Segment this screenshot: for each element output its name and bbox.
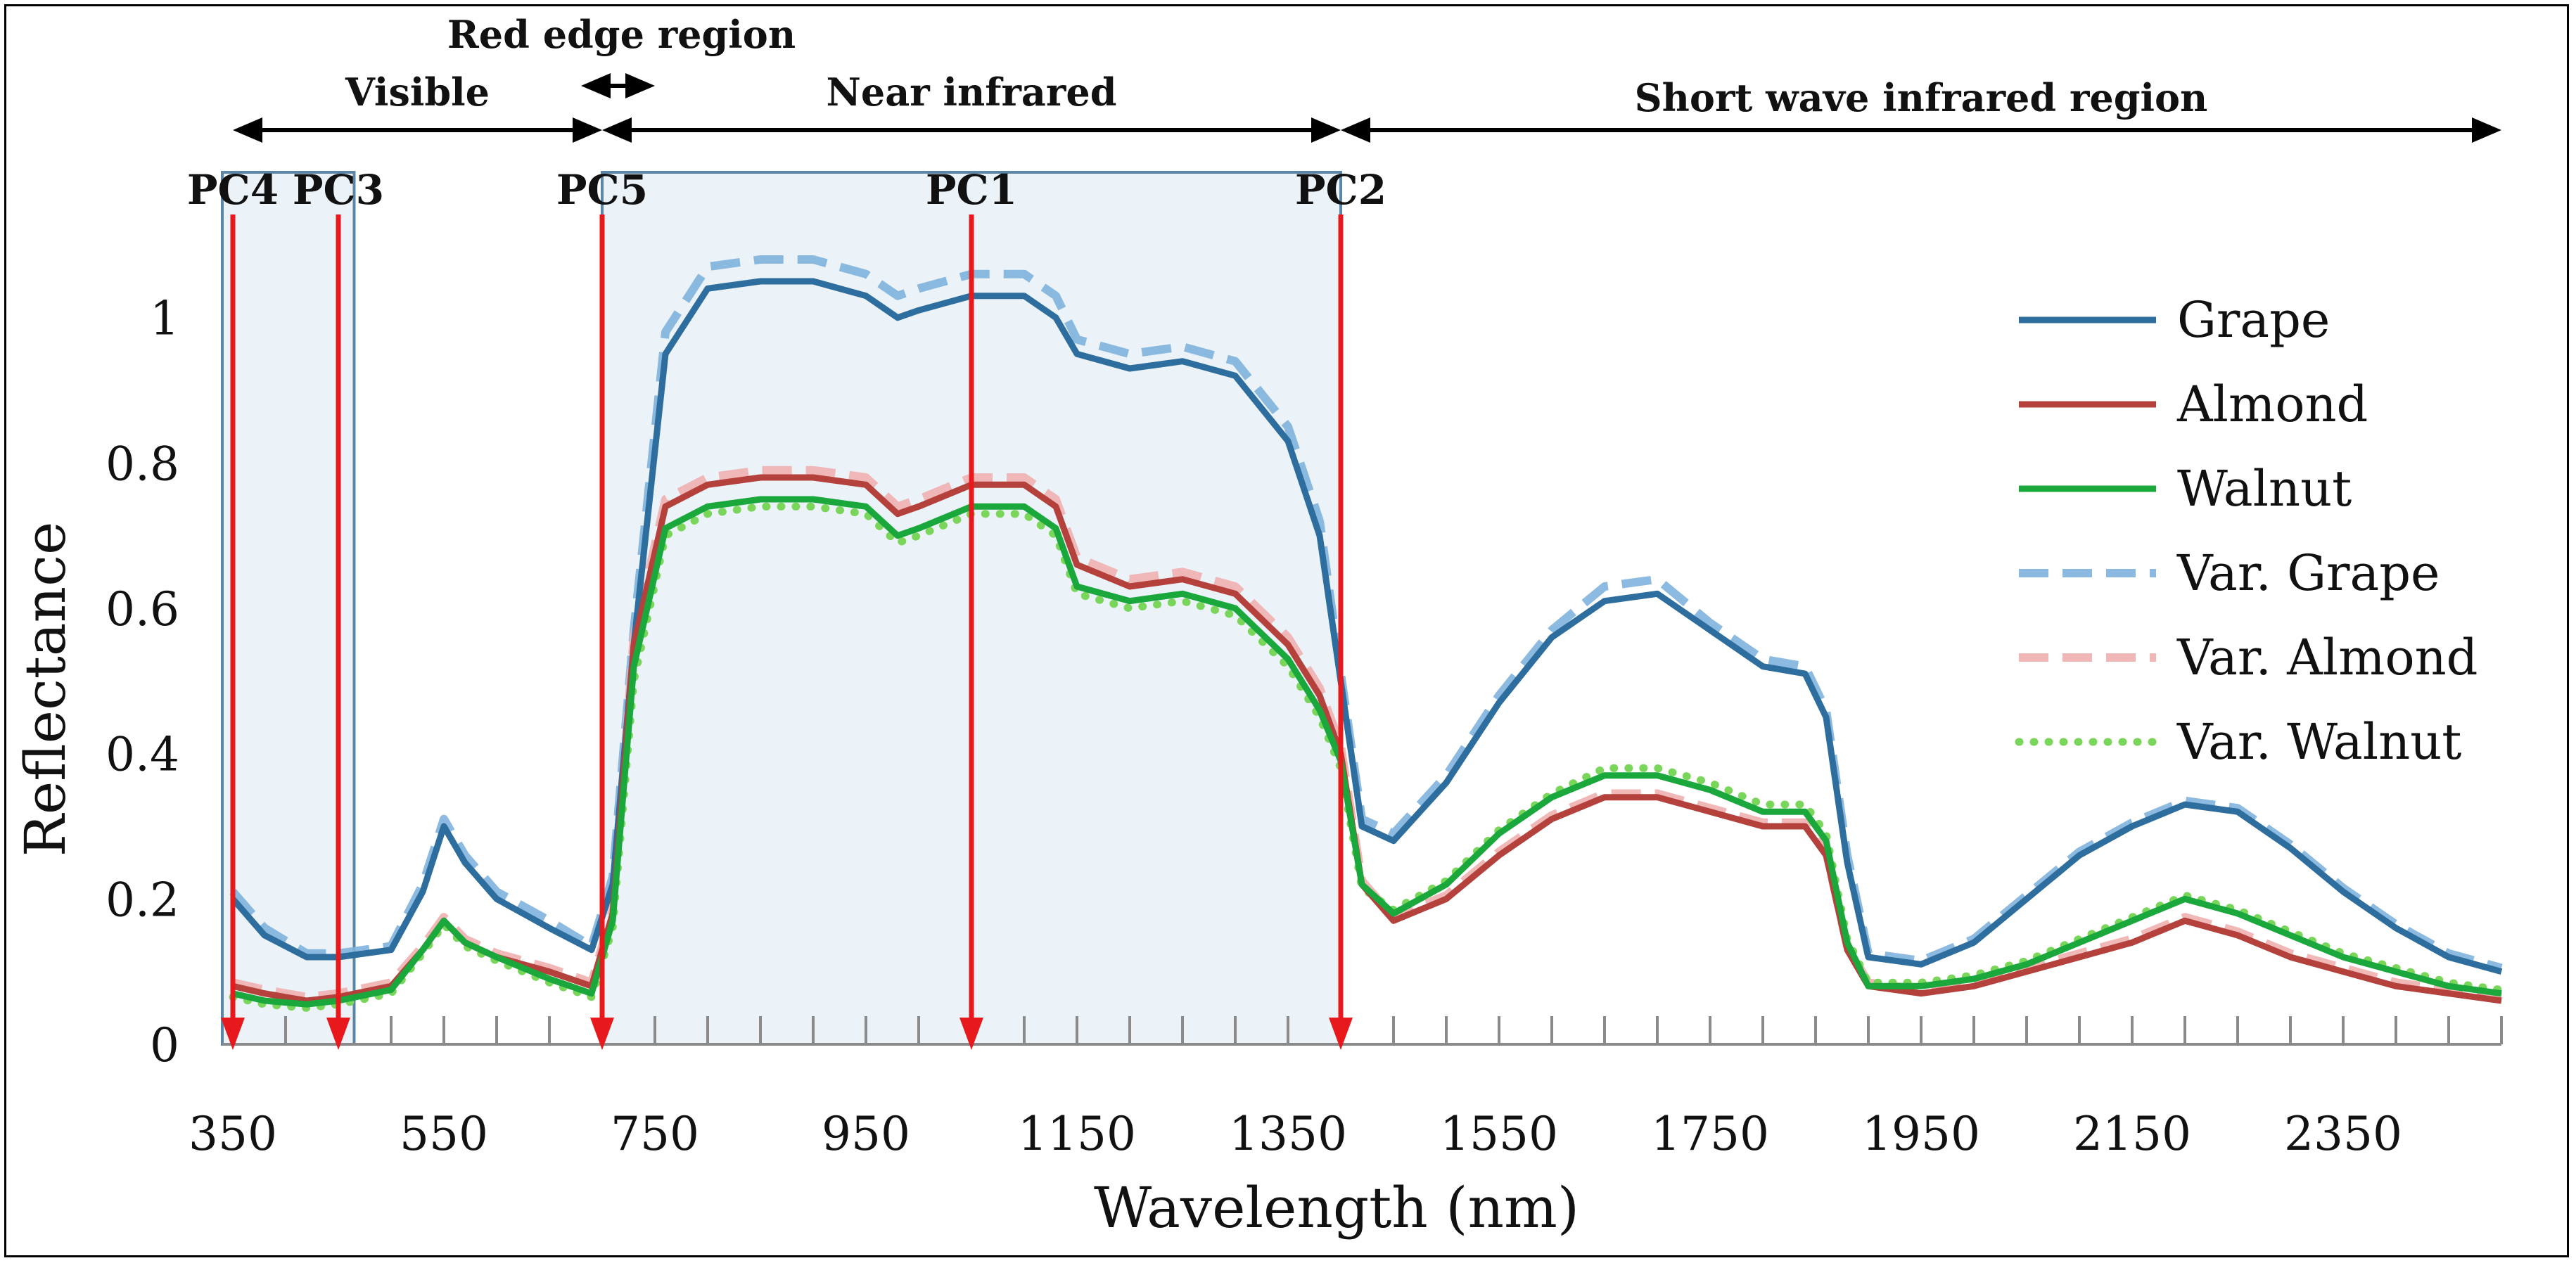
pc-arrows: PC4 PC3 PC5 PC1 PC2 xyxy=(187,166,1386,1050)
y-tick-label: 0.8 xyxy=(106,437,179,491)
region-arrowhead-left xyxy=(233,117,262,143)
pc-label-pc2: PC2 xyxy=(1295,166,1386,214)
legend: Grape Almond Walnut Var. Grape Var. Almond Va… xyxy=(2015,291,2478,771)
axes: 350 550 750 950 1150 1350 1550 1750 1950 2150 2350… xyxy=(106,292,2503,1161)
pc-arrowhead xyxy=(221,1018,245,1050)
region-arrowhead-left xyxy=(1341,117,1370,143)
y-tick-label: 0 xyxy=(150,1018,179,1072)
x-tick-label: 550 xyxy=(400,1107,488,1161)
series-line-walnut xyxy=(231,496,2502,1008)
x-tick-label: 350 xyxy=(189,1107,277,1161)
pc-arrowhead xyxy=(1329,1018,1353,1050)
x-tick-label: 1950 xyxy=(1862,1107,1980,1161)
region-arrowhead-right xyxy=(625,73,655,98)
x-axis-title: Wavelength (nm) xyxy=(1094,1175,1579,1240)
legend-label-var-walnut: Var. Walnut xyxy=(2176,713,2461,771)
y-tick-label: 0.4 xyxy=(106,728,179,782)
x-tick-label: 1350 xyxy=(1229,1107,1347,1161)
region-label: Visible xyxy=(345,70,490,115)
x-tick-label: 1150 xyxy=(1018,1107,1136,1161)
legend-label-grape: Grape xyxy=(2177,291,2330,349)
series-line-grape xyxy=(230,278,2503,975)
x-tick-label: 2350 xyxy=(2284,1107,2402,1161)
series-line-var-walnut xyxy=(229,502,2506,1012)
x-tick-label: 750 xyxy=(611,1107,699,1161)
legend-label-var-grape: Var. Grape xyxy=(2176,544,2440,602)
pc-arrowhead xyxy=(326,1018,350,1050)
pc-arrowhead xyxy=(959,1018,983,1050)
region-label: Red edge region xyxy=(447,12,796,57)
x-tick-label: 1550 xyxy=(1440,1107,1558,1161)
y-tick-label: 0.2 xyxy=(106,873,179,927)
pc-label-pc4: PC4 xyxy=(187,166,279,214)
series-lines xyxy=(229,255,2506,1012)
region-arrowhead-left xyxy=(581,73,611,98)
y-tick-label: 1 xyxy=(150,292,179,346)
region-annotations: Visible Red edge region Near infrared Short… xyxy=(233,12,2501,143)
region-label: Short wave infrared region xyxy=(1635,75,2208,120)
region-arrowhead-right xyxy=(573,117,602,143)
shaded-bands xyxy=(221,171,1342,1046)
x-tick-label: 2150 xyxy=(2073,1107,2191,1161)
pc-label-pc3: PC3 xyxy=(293,166,384,214)
pc-label-pc1: PC1 xyxy=(926,166,1017,214)
legend-label-var-almond: Var. Almond xyxy=(2176,629,2478,686)
x-tick-label: 1750 xyxy=(1651,1107,1769,1161)
region-arrowhead-right xyxy=(2472,117,2501,143)
legend-label-almond: Almond xyxy=(2176,376,2368,433)
pc-arrowhead xyxy=(590,1018,614,1050)
series-line-almond xyxy=(231,474,2502,1004)
x-tick-label: 950 xyxy=(822,1107,910,1161)
y-tick-label: 0.6 xyxy=(106,582,179,636)
region-label: Near infrared xyxy=(827,70,1117,115)
series-line-var-almond xyxy=(231,466,2502,1001)
region-arrowhead-left xyxy=(602,117,632,143)
y-axis-title: Reflectance xyxy=(13,522,78,857)
pc-label-pc5: PC5 xyxy=(556,166,648,214)
legend-label-walnut: Walnut xyxy=(2177,460,2352,518)
region-arrowhead-right xyxy=(1311,117,1341,143)
series-line-var-grape xyxy=(229,255,2503,973)
